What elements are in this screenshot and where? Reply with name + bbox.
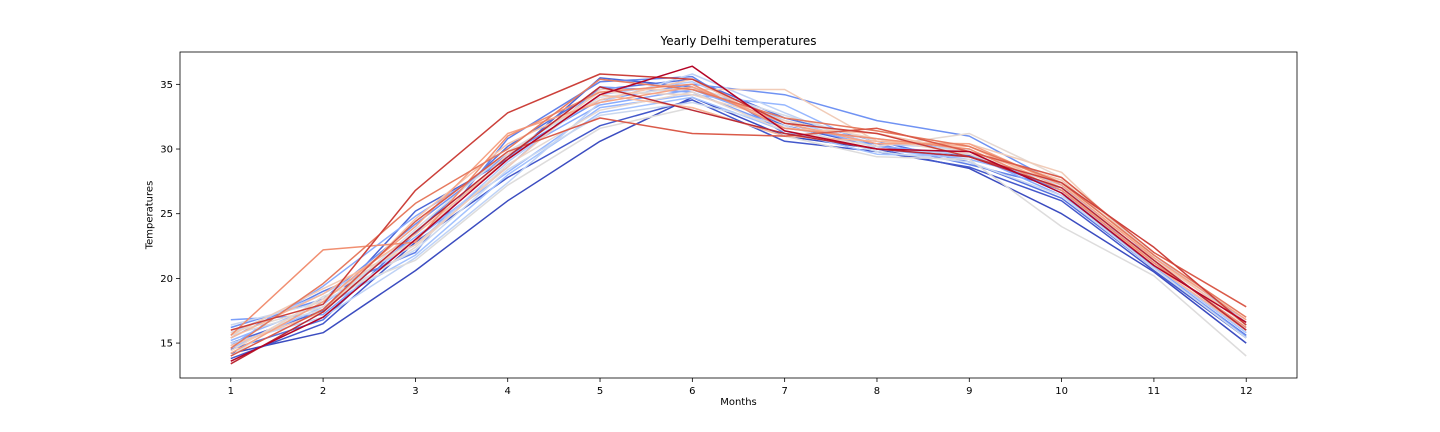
x-tick-label: 11 [1148,386,1161,397]
x-tick-label: 6 [689,386,695,397]
y-tick-label: 25 [160,209,173,220]
y-tick-label: 30 [160,145,173,156]
y-tick-label: 15 [160,339,173,350]
x-tick-label: 8 [874,386,880,397]
x-tick-label: 9 [966,386,972,397]
series-lines [230,65,1247,365]
x-tick-label: 5 [597,386,603,397]
x-tick-label: 3 [412,386,418,397]
x-axis-label: Months [720,397,757,408]
series-line-1 [230,96,1247,355]
x-tick-label: 12 [1240,386,1253,397]
series-line-2 [230,99,1247,360]
series-line-26 [230,86,1247,365]
series-line-24 [230,117,1247,357]
series-line-17 [230,91,1247,352]
x-tick-label: 2 [320,386,326,397]
series-line-23 [230,78,1247,349]
plot-frame [179,51,1298,379]
chart-title: Yearly Delhi temperatures [660,34,817,48]
x-tick-label: 10 [1055,386,1068,397]
series-line-22 [230,83,1247,336]
x-axis-ticks: 1 2 3 4 5 6 7 8 9 10 11 12 [228,378,1253,397]
y-axis-ticks: 15 20 25 30 35 [160,80,180,350]
x-tick-label: 1 [228,386,234,397]
series-line-13 [230,101,1247,339]
series-line-21 [230,86,1247,355]
x-tick-label: 7 [781,386,787,397]
y-tick-label: 20 [160,274,173,285]
series-line-27 [230,65,1247,362]
series-line-25 [230,73,1247,331]
x-tick-label: 4 [505,386,511,397]
y-tick-label: 35 [160,80,173,91]
